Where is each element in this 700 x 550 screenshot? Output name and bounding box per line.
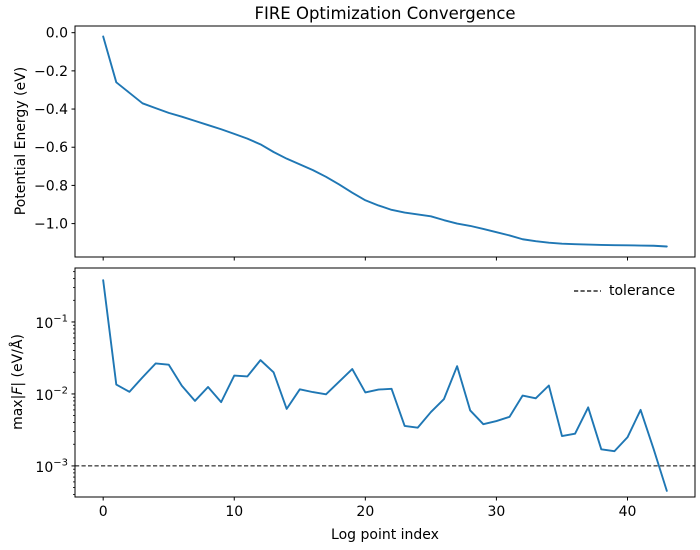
svg-text:30: 30	[488, 504, 506, 520]
bottom-axes-spines	[74, 267, 696, 498]
legend-label: tolerance	[609, 283, 676, 299]
energy-line	[102, 35, 668, 248]
bottom-ylabel-suffix: | (eV/Å)	[10, 334, 26, 387]
force-line	[102, 279, 668, 492]
svg-text:10−1: 10−1	[35, 313, 68, 332]
svg-text:−1.0: −1.0	[34, 217, 68, 233]
svg-text:−0.8: −0.8	[34, 178, 68, 194]
svg-text:10: 10	[225, 504, 243, 520]
svg-text:−0.6: −0.6	[34, 140, 68, 156]
bottom-ylabel-symbol: F	[10, 386, 26, 395]
svg-text:−0.2: −0.2	[34, 64, 68, 80]
svg-text:10−3: 10−3	[35, 457, 68, 476]
top-axes-spines	[74, 25, 696, 258]
top-y-axis-label: Potential Energy (eV)	[13, 66, 29, 216]
bottom-axes-ticks: 0 10 20 30 40 10−1 10−2 10−3	[35, 271, 637, 520]
bottom-y-axis-label: max|F| (eV/Å)	[10, 334, 26, 430]
bottom-ylabel-prefix: max|	[10, 394, 26, 430]
legend: tolerance	[574, 283, 675, 299]
top-axes-ticks: 0.0 −0.2 −0.4 −0.6 −0.8 −1.0	[34, 26, 628, 261]
chart-title: FIRE Optimization Convergence	[254, 4, 516, 23]
svg-text:40: 40	[619, 504, 637, 520]
svg-text:10−2: 10−2	[35, 385, 68, 404]
tolerance-dash-icon	[574, 290, 601, 292]
svg-text:−0.4: −0.4	[34, 102, 68, 118]
x-axis-label: Log point index	[331, 527, 439, 543]
svg-text:0: 0	[99, 504, 108, 520]
bottom-axes: 0 10 20 30 40 10−1 10−2 10−3	[35, 267, 696, 520]
top-axes: 0.0 −0.2 −0.4 −0.6 −0.8 −1.0	[34, 25, 696, 261]
svg-text:20: 20	[356, 504, 374, 520]
svg-text:0.0: 0.0	[46, 26, 68, 42]
